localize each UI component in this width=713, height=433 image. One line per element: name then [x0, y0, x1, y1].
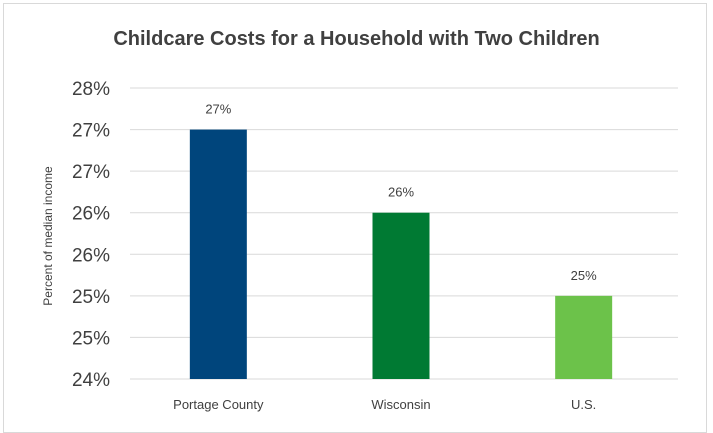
bar	[555, 295, 613, 379]
y-tick-label: 26%	[72, 245, 110, 266]
x-axis-categories: Portage County Wisconsin U.S.	[173, 397, 596, 412]
x-category-label: Wisconsin	[371, 397, 430, 412]
y-tick-label: 25%	[72, 287, 110, 308]
bar	[372, 212, 430, 379]
data-labels: 27% 26% 25%	[205, 102, 597, 283]
chart-title: Childcare Costs for a Household with Two…	[113, 28, 600, 50]
bar	[189, 129, 247, 379]
y-axis-ticks: 24% 25% 25% 26% 26% 27% 27% 28%	[72, 79, 110, 391]
y-tick-label: 24%	[72, 370, 110, 391]
x-category-label: Portage County	[173, 397, 264, 412]
data-label: 27%	[205, 102, 231, 117]
bar-chart: 24% 25% 25% 26% 26% 27% 27% 28% 27% 26% 25% Porta…	[41, 79, 678, 412]
y-tick-label: 26%	[72, 204, 110, 225]
y-tick-label: 25%	[72, 328, 110, 349]
data-label: 26%	[388, 185, 414, 200]
y-tick-label: 28%	[72, 79, 110, 100]
y-axis-label: Percent of median income	[41, 166, 55, 306]
y-tick-label: 27%	[72, 121, 110, 142]
x-category-label: U.S.	[571, 397, 596, 412]
bars	[189, 129, 613, 379]
y-tick-label: 27%	[72, 162, 110, 183]
data-label: 25%	[571, 268, 597, 283]
